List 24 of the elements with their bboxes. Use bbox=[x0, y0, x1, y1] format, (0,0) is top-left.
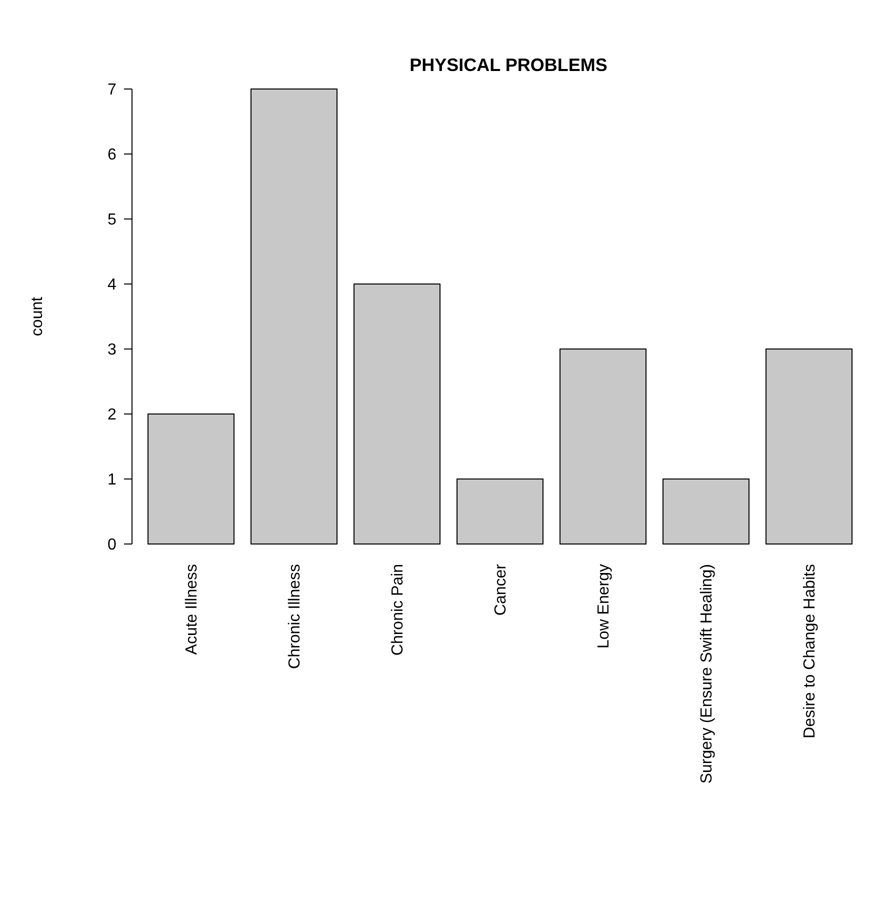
bar bbox=[456, 478, 544, 544]
x-tick-label: Low Energy bbox=[596, 564, 613, 648]
x-tick-label: Chronic Illness bbox=[286, 564, 304, 669]
y-tick-label: 4 bbox=[108, 276, 117, 294]
y-tick-label: 6 bbox=[108, 146, 117, 164]
x-tick-label: Cancer bbox=[492, 563, 510, 616]
y-axis-title: count bbox=[29, 296, 46, 336]
x-tick-label: Surgery (Ensure Swift Healing) bbox=[698, 564, 716, 784]
y-tick-label: 1 bbox=[108, 472, 117, 489]
y-tick-label: 2 bbox=[108, 406, 117, 424]
x-tick-label: Chronic Pain bbox=[390, 564, 407, 656]
chart-title: PHYSICAL PROBLEMS bbox=[410, 55, 608, 75]
bar bbox=[250, 88, 338, 544]
bar bbox=[560, 348, 646, 544]
y-tick-label: 3 bbox=[108, 342, 117, 359]
y-tick-label: 7 bbox=[108, 82, 117, 99]
bar bbox=[148, 414, 234, 544]
y-tick-label: 5 bbox=[108, 212, 117, 229]
x-tick-label: Desire to Change Habits bbox=[802, 564, 819, 738]
bar bbox=[766, 348, 852, 544]
x-tick-label: Acute Illness bbox=[184, 564, 201, 655]
y-tick-label: 0 bbox=[108, 536, 117, 554]
bar bbox=[662, 478, 750, 544]
bar bbox=[354, 284, 440, 544]
